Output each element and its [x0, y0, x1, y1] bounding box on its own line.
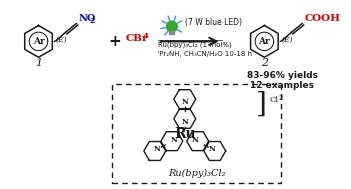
Text: (E): (E) — [282, 35, 293, 43]
Text: 2: 2 — [89, 16, 94, 25]
Text: 83-96% yields: 83-96% yields — [247, 71, 318, 80]
Text: +: + — [109, 34, 121, 49]
Text: 2: 2 — [261, 58, 268, 68]
Text: Ru: Ru — [174, 127, 196, 141]
Text: 1: 1 — [35, 58, 42, 68]
Text: N: N — [192, 136, 199, 144]
FancyBboxPatch shape — [112, 84, 281, 183]
Text: ]: ] — [256, 90, 267, 117]
Text: Cl: Cl — [269, 96, 278, 104]
Text: 12 examples: 12 examples — [250, 81, 314, 90]
Text: N: N — [171, 136, 178, 144]
Text: COOH: COOH — [304, 14, 340, 22]
Text: Ru(bpy)₃Cl₂: Ru(bpy)₃Cl₂ — [168, 169, 225, 178]
Text: Ar: Ar — [258, 37, 270, 46]
FancyBboxPatch shape — [169, 31, 174, 34]
Text: ⁱPr₂NH, CH₃CN/H₂O 10-18 h: ⁱPr₂NH, CH₃CN/H₂O 10-18 h — [158, 50, 252, 57]
Text: Ru(bpy)₃Cl₂ (1 mol%): Ru(bpy)₃Cl₂ (1 mol%) — [158, 41, 232, 48]
Text: NO: NO — [78, 14, 95, 22]
Text: Ar: Ar — [33, 37, 44, 46]
Text: N: N — [154, 146, 161, 153]
Text: N: N — [209, 146, 216, 153]
Text: 4: 4 — [143, 32, 149, 40]
Text: (E): (E) — [55, 35, 67, 43]
Text: N: N — [181, 118, 188, 126]
Text: 2: 2 — [278, 94, 283, 102]
Circle shape — [166, 21, 177, 32]
Text: (7 W blue LED): (7 W blue LED) — [185, 18, 242, 27]
Text: N: N — [181, 98, 188, 106]
Text: CBr: CBr — [126, 34, 148, 43]
